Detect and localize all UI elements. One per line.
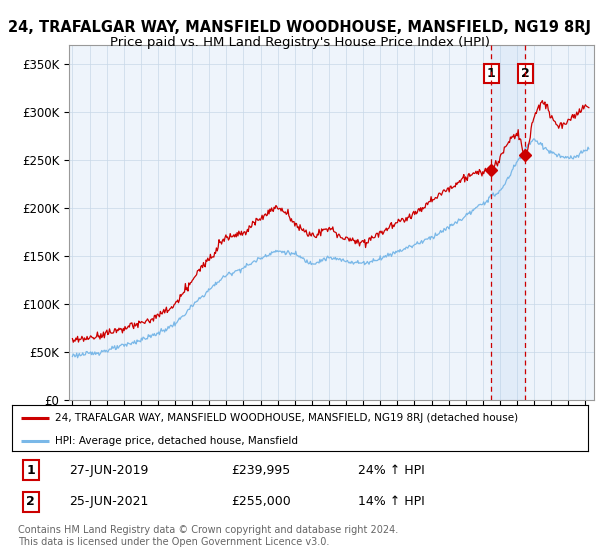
Bar [491, 45, 525, 400]
Text: 27-JUN-2019: 27-JUN-2019 [70, 464, 149, 477]
Text: 24% ↑ HPI: 24% ↑ HPI [358, 464, 424, 477]
Text: Contains HM Land Registry data © Crown copyright and database right 2024.
This d: Contains HM Land Registry data © Crown c… [18, 525, 398, 547]
Text: Price paid vs. HM Land Registry's House Price Index (HPI): Price paid vs. HM Land Registry's House … [110, 36, 490, 49]
Text: 1: 1 [487, 67, 496, 80]
Text: 24, TRAFALGAR WAY, MANSFIELD WOODHOUSE, MANSFIELD, NG19 8RJ: 24, TRAFALGAR WAY, MANSFIELD WOODHOUSE, … [8, 20, 592, 35]
Text: £239,995: £239,995 [231, 464, 290, 477]
Text: 2: 2 [26, 496, 35, 508]
Text: 14% ↑ HPI: 14% ↑ HPI [358, 496, 424, 508]
Text: £255,000: £255,000 [231, 496, 290, 508]
Text: HPI: Average price, detached house, Mansfield: HPI: Average price, detached house, Mans… [55, 436, 298, 446]
Text: 2: 2 [521, 67, 530, 80]
Text: 1: 1 [26, 464, 35, 477]
Text: 24, TRAFALGAR WAY, MANSFIELD WOODHOUSE, MANSFIELD, NG19 8RJ (detached house): 24, TRAFALGAR WAY, MANSFIELD WOODHOUSE, … [55, 413, 518, 423]
Text: 25-JUN-2021: 25-JUN-2021 [70, 496, 149, 508]
